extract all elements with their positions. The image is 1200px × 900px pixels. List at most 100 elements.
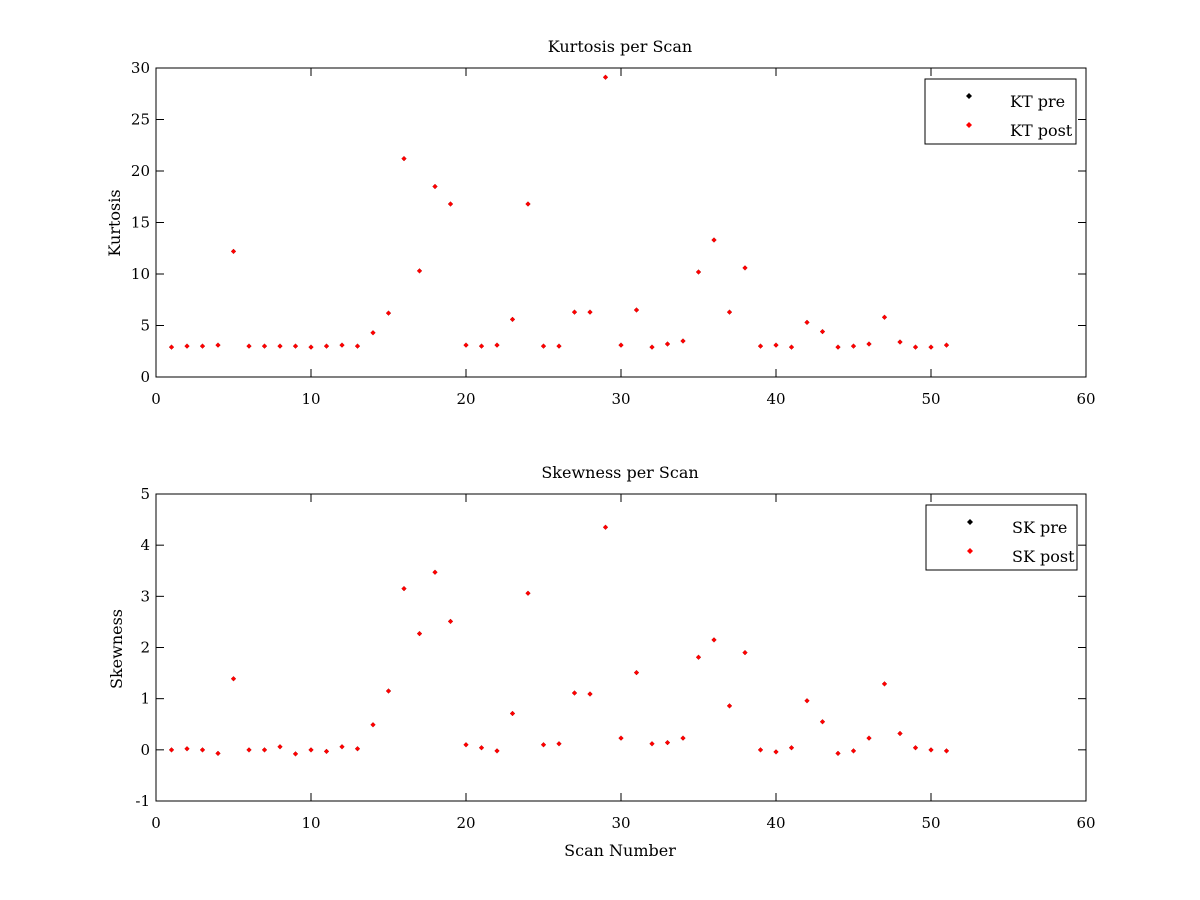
point-sk-post xyxy=(835,750,841,756)
point-sk-post xyxy=(479,745,484,751)
point-sk-post xyxy=(432,569,438,575)
kurtosis-xtick-label: 0 xyxy=(151,390,161,408)
point-sk-post xyxy=(401,586,407,592)
kurtosis-ytick-label: 0 xyxy=(140,368,150,386)
point-kt-post xyxy=(339,342,345,348)
skewness-axes-frame xyxy=(155,493,1087,802)
point-kt-post xyxy=(401,156,407,162)
skewness-ytick-label: 3 xyxy=(140,587,150,605)
point-kt-post xyxy=(324,343,329,349)
point-sk-post xyxy=(928,747,934,753)
kurtosis-points xyxy=(169,74,949,350)
kurtosis-xtick-label: 30 xyxy=(611,390,630,408)
point-kt-post xyxy=(835,344,841,350)
kurtosis-ytick-label: 20 xyxy=(131,162,150,180)
legend-marker-sk-post xyxy=(967,548,973,554)
point-sk-post xyxy=(696,654,701,660)
point-kt-post xyxy=(277,343,283,349)
point-kt-post xyxy=(928,344,934,350)
point-kt-post xyxy=(711,237,717,243)
point-sk-post xyxy=(262,747,267,753)
skewness-ytick-label: 4 xyxy=(140,536,150,554)
point-sk-post xyxy=(944,748,949,754)
skewness-legend: SK pre SK post xyxy=(925,504,1078,571)
point-kt-post xyxy=(758,343,763,349)
point-kt-post xyxy=(882,314,887,320)
point-kt-post xyxy=(944,342,949,348)
point-kt-post xyxy=(665,341,670,347)
point-sk-post xyxy=(773,749,779,755)
point-sk-post xyxy=(882,681,887,687)
skewness-xtick-label: 50 xyxy=(921,814,940,832)
point-kt-post xyxy=(169,344,174,350)
point-sk-post xyxy=(541,742,546,748)
point-sk-post xyxy=(913,745,918,751)
point-sk-post xyxy=(324,748,329,754)
kurtosis-ytick-label: 5 xyxy=(140,317,150,335)
point-kt-post xyxy=(494,342,500,348)
point-sk-post xyxy=(897,730,903,736)
point-kt-post xyxy=(897,339,903,345)
kurtosis-ytick-label: 25 xyxy=(131,111,150,129)
kurtosis-axes-frame xyxy=(155,67,1087,378)
skewness-xtick-label: 60 xyxy=(1076,814,1095,832)
legend-label-kt-pre: KT pre xyxy=(1010,92,1065,111)
point-kt-post xyxy=(525,201,531,207)
point-kt-post xyxy=(479,343,484,349)
point-sk-post xyxy=(665,740,670,746)
point-sk-post xyxy=(649,741,655,747)
point-sk-post xyxy=(231,676,236,682)
point-sk-post xyxy=(758,747,763,753)
point-sk-post xyxy=(463,742,469,748)
skewness-xtick-label: 0 xyxy=(151,814,161,832)
skewness-ytick-label: -1 xyxy=(135,792,150,810)
point-sk-post xyxy=(711,637,717,643)
kurtosis-xtick-label: 20 xyxy=(456,390,475,408)
legend-label-kt-post: KT post xyxy=(1010,121,1073,140)
point-sk-post xyxy=(804,698,810,704)
point-kt-post xyxy=(355,343,360,349)
point-kt-post xyxy=(510,316,515,322)
kurtosis-xtick-label: 40 xyxy=(766,390,785,408)
point-kt-post xyxy=(634,307,639,313)
point-sk-post xyxy=(370,722,376,728)
point-sk-post xyxy=(200,747,205,753)
skewness-ytick-label: 1 xyxy=(140,690,150,708)
skewness-xtick-label: 40 xyxy=(766,814,785,832)
point-kt-post xyxy=(556,343,562,349)
point-sk-post xyxy=(820,719,825,725)
point-kt-post xyxy=(680,338,686,344)
point-sk-post xyxy=(386,688,391,694)
point-sk-post xyxy=(525,590,531,596)
skewness-ytick-label: 2 xyxy=(140,639,150,657)
point-kt-post xyxy=(184,343,190,349)
kurtosis-xtick-label: 50 xyxy=(921,390,940,408)
point-sk-post xyxy=(293,751,298,757)
point-sk-post xyxy=(308,747,314,753)
skewness-points xyxy=(169,524,949,757)
point-kt-post xyxy=(200,343,205,349)
point-sk-post xyxy=(618,735,624,741)
skewness-xtick-label: 20 xyxy=(456,814,475,832)
point-kt-post xyxy=(789,344,794,350)
point-kt-post xyxy=(742,265,748,271)
point-kt-post xyxy=(572,309,577,315)
point-kt-post xyxy=(308,344,314,350)
point-kt-post xyxy=(448,201,453,207)
point-sk-post xyxy=(572,690,577,696)
point-kt-post xyxy=(246,343,252,349)
point-kt-post xyxy=(262,343,267,349)
point-sk-post xyxy=(603,524,608,530)
skewness-title: Skewness per Scan xyxy=(541,463,698,482)
point-sk-post xyxy=(634,670,639,676)
skewness-xtick-label: 30 xyxy=(611,814,630,832)
point-kt-post xyxy=(866,341,872,347)
point-sk-post xyxy=(866,735,872,741)
legend-marker-kt-pre xyxy=(966,93,972,99)
legend-label-sk-post: SK post xyxy=(1012,547,1075,566)
point-sk-post xyxy=(789,745,794,751)
point-sk-post xyxy=(727,703,732,709)
kurtosis-ticks: 0 10 20 30 40 50 60 0 5 10 15 20 25 30 xyxy=(131,59,1096,408)
